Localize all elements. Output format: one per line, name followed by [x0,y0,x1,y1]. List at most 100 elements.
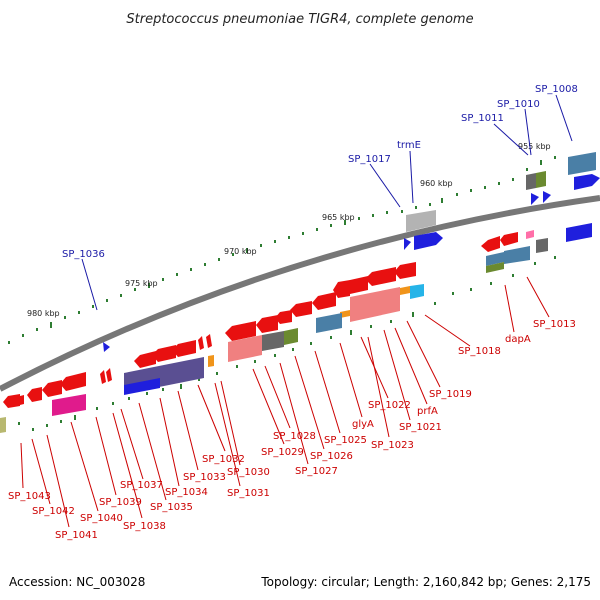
label-glya: glyA [352,419,374,430]
gene-sp-1011-cds[interactable] [543,191,551,203]
gene-sp-1037[interactable] [198,336,204,350]
gene-sp-1033[interactable] [208,355,214,367]
gene-sp-1035-blue[interactable] [124,378,160,395]
gene-trme-cds[interactable] [414,232,443,250]
gene-sp-1025[interactable] [312,292,336,310]
label-sp-1013: SP_1013 [533,319,576,330]
label-sp-1025: SP_1025 [324,435,367,446]
label-sp-1017: SP_1017 [348,154,391,165]
gene-sp-1017[interactable] [404,238,411,250]
label-sp-1032: SP_1032 [202,454,245,465]
label-sp-1021: SP_1021 [399,422,442,433]
gene-sp-1013-cds[interactable] [566,223,592,242]
label-sp-1019: SP_1019 [429,389,472,400]
genome-summary-text: Topology: circular; Length: 2,160,842 bp… [260,575,591,589]
gene-sp-1011[interactable] [536,171,546,188]
label-sp-1022: SP_1022 [368,400,411,411]
gene-dapa-green[interactable] [486,262,504,273]
gene-sp-1031[interactable] [225,321,256,341]
gene-sp-1036[interactable] [103,342,110,352]
label-sp-1010: SP_1010 [497,99,540,110]
gene-sp-1026[interactable] [290,301,312,317]
gene-sp-1019[interactable] [365,267,396,286]
gene-prfa-orange[interactable] [400,286,410,295]
label-sp-1029: SP_1029 [261,447,304,458]
label-sp-1042: SP_1042 [32,506,75,517]
scale-label-975: 975 kbp [125,279,158,288]
gene-sp-1042[interactable] [27,387,42,402]
scale-label-960: 960 kbp [420,179,453,188]
gene-sp-1037-b[interactable] [206,334,212,348]
label-sp-1036: SP_1036 [62,249,105,260]
label-sp-1011: SP_1011 [461,113,504,124]
gene-sp-1010-cds[interactable] [531,193,539,205]
upper-features [103,152,600,352]
gene-glya[interactable] [316,313,342,333]
label-sp-1033: SP_1033 [183,472,226,483]
label-sp-1037: SP_1037 [120,480,163,491]
label-sp-1023: SP_1023 [371,440,414,451]
label-sp-1018: SP_1018 [458,346,501,357]
accession-text: Accession: NC_003028 [9,575,145,589]
gene-sp-1008-cds[interactable] [574,174,600,190]
gene-sp-1040-b[interactable] [42,380,62,397]
gene-sp-1043-c[interactable] [0,417,6,433]
label-dapa: dapA [505,334,531,345]
gene-trme[interactable] [406,210,436,232]
gene-sp-1034[interactable] [172,340,196,357]
gene-sp-1038[interactable] [100,370,106,384]
gene-daph-pink[interactable] [526,230,534,239]
gene-sp-1013-red[interactable] [481,236,500,252]
gene-sp-1032[interactable] [275,310,292,324]
gene-dapa-b[interactable] [486,252,504,266]
genome-backbone [0,195,600,392]
label-sp-1038: SP_1038 [123,521,166,532]
gene-sp-1028[interactable] [262,331,284,351]
label-sp-1039: SP_1039 [99,497,142,508]
feature-labels: SP_1008 SP_1010 SP_1011 trmE SP_1017 SP_… [8,84,578,541]
label-sp-1043: SP_1043 [8,491,51,502]
gene-sp-1039[interactable] [106,368,112,382]
scale-label-970: 970 kbp [224,247,257,256]
scale-ticks [4,156,556,432]
gene-sp-1034-c[interactable] [134,351,156,368]
label-sp-1030: SP_1030 [227,467,270,478]
gene-sp-1021[interactable] [350,287,400,322]
gene-sp-1029[interactable] [228,335,262,362]
label-sp-1008: SP_1008 [535,84,578,95]
gene-sp-1027[interactable] [284,328,298,345]
label-sp-1027: SP_1027 [295,466,338,477]
gene-sp-1018[interactable] [394,262,416,279]
label-sp-1040: SP_1040 [80,513,123,524]
gene-prfa[interactable] [410,284,424,299]
gene-sp-1043-b[interactable] [20,395,24,405]
label-sp-1034: SP_1034 [165,487,208,498]
label-connectors [20,94,573,528]
lower-features [0,223,592,433]
gene-sp-1023[interactable] [333,280,350,298]
scale-labels: 955 kbp 960 kbp 965 kbp 970 kbp 975 kbp … [27,142,551,318]
gene-sp-1030[interactable] [256,315,278,333]
gene-sp-1013[interactable] [536,238,548,253]
gene-sp-1034-b[interactable] [152,345,176,362]
scale-label-965: 965 kbp [322,213,355,222]
label-sp-1031: SP_1031 [227,488,270,499]
scale-label-955: 955 kbp [518,142,551,151]
label-trme: trmE [397,140,421,151]
gene-sp-1040[interactable] [60,372,86,391]
gene-sp-1041[interactable] [52,394,86,416]
gene-dapa[interactable] [504,246,530,264]
map-title: Streptococcus pneumoniae TIGR4, complete… [126,12,473,27]
gene-sp-1010[interactable] [526,173,536,190]
label-sp-1026: SP_1026 [310,451,353,462]
label-sp-1035: SP_1035 [150,502,193,513]
scale-label-980: 980 kbp [27,309,60,318]
label-sp-1028: SP_1028 [273,431,316,442]
gene-sp-1043[interactable] [3,394,20,408]
label-sp-1041: SP_1041 [55,530,98,541]
gene-glya-orange[interactable] [340,310,350,318]
gene-sp-1013-red2[interactable] [500,232,518,246]
label-prfa: prfA [417,406,438,417]
gene-sp-1008[interactable] [568,152,596,175]
